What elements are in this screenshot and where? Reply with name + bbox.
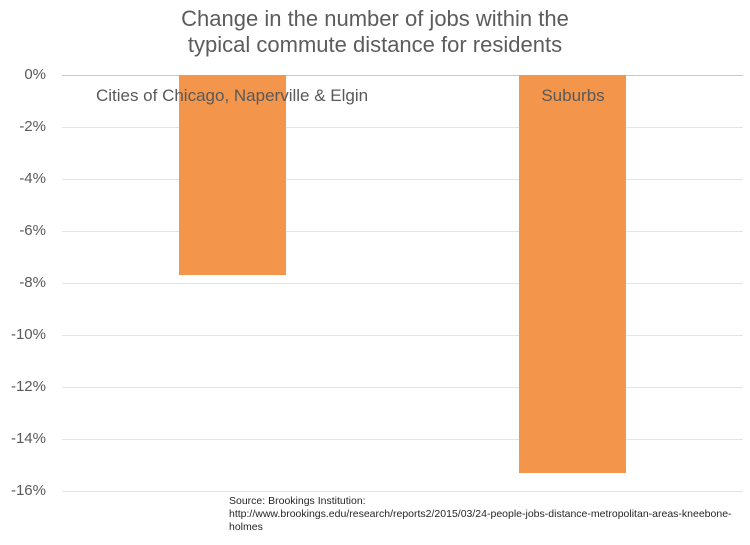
y-axis-tick-label: -16% (10, 482, 46, 499)
y-axis-tick-label: -14% (10, 430, 46, 447)
chart-title-line-2: typical commute distance for residents (187, 32, 563, 57)
chart-title-line-1: Change in the number of jobs within the (181, 6, 569, 31)
y-axis-tick-label: -10% (10, 326, 46, 343)
y-axis-tick-label: -8% (19, 274, 46, 291)
gridline (62, 127, 743, 128)
y-axis-tick-label: -6% (19, 222, 46, 239)
source-url: http://www.brookings.edu/research/report… (229, 508, 732, 533)
category-label-suburbs: Suburbs (541, 86, 605, 105)
y-axis-tick-label: 0% (24, 66, 46, 83)
gridline (62, 283, 743, 284)
gridline (62, 439, 743, 440)
plot-area: Cities of Chicago, Naperville & Elgin Sub… (62, 75, 743, 492)
source-label: Source: Brookings Institution: (229, 495, 366, 507)
y-axis-tick-label: -2% (19, 118, 46, 135)
bar-suburbs (519, 75, 626, 473)
bar-cities (179, 75, 286, 275)
chart-title: Change in the number of jobs within the … (0, 6, 750, 58)
gridline (62, 335, 743, 336)
category-label-cities: Cities of Chicago, Naperville & Elgin (95, 86, 369, 105)
y-axis-tick-label: -4% (19, 170, 46, 187)
gridline (62, 387, 743, 388)
gridline (62, 231, 743, 232)
gridline (62, 179, 743, 180)
zero-gridline (62, 75, 743, 76)
source-note: Source: Brookings Institution: http://ww… (229, 495, 750, 534)
gridline (62, 491, 743, 492)
y-axis-tick-label: -12% (10, 378, 46, 395)
